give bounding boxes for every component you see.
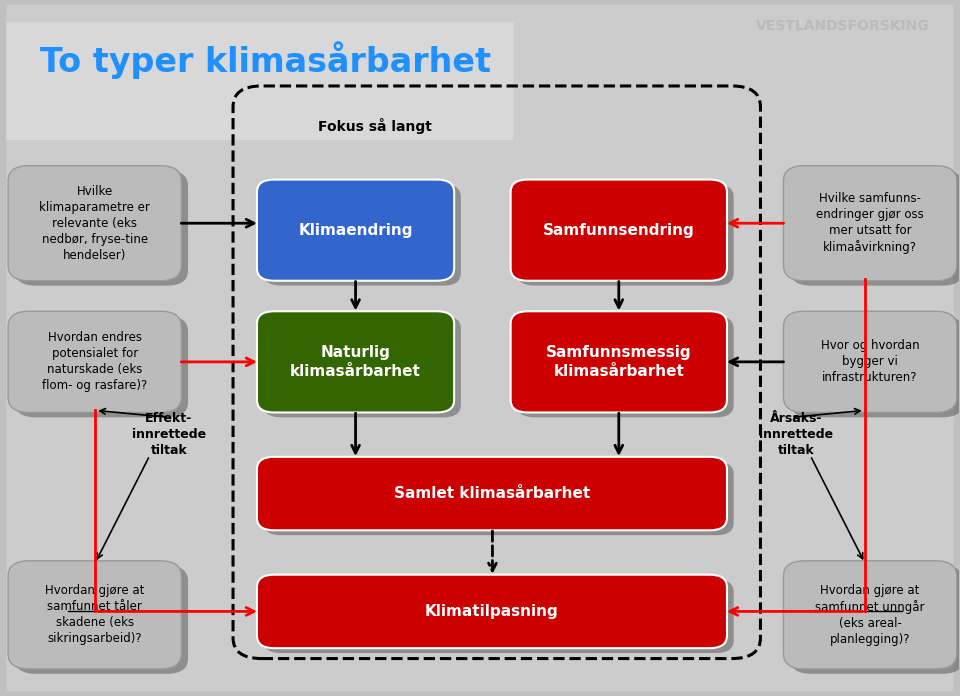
- FancyBboxPatch shape: [783, 311, 957, 413]
- FancyBboxPatch shape: [257, 457, 727, 530]
- FancyBboxPatch shape: [511, 180, 727, 280]
- Text: To typer klimasårbarhet: To typer klimasårbarhet: [39, 41, 491, 79]
- FancyBboxPatch shape: [257, 311, 454, 413]
- FancyBboxPatch shape: [257, 180, 454, 280]
- FancyBboxPatch shape: [517, 316, 733, 418]
- Text: Samfunnsmessig
klimasårbarhet: Samfunnsmessig klimasårbarhet: [546, 345, 691, 379]
- FancyBboxPatch shape: [264, 461, 733, 535]
- Text: Samlet klimasårbarhet: Samlet klimasårbarhet: [394, 486, 590, 501]
- FancyBboxPatch shape: [14, 316, 188, 418]
- FancyBboxPatch shape: [790, 316, 960, 418]
- Text: Effekt-
innrettede
tiltak: Effekt- innrettede tiltak: [132, 412, 206, 457]
- FancyBboxPatch shape: [264, 580, 733, 653]
- FancyBboxPatch shape: [14, 566, 188, 674]
- FancyBboxPatch shape: [264, 316, 461, 418]
- FancyBboxPatch shape: [6, 5, 954, 691]
- FancyBboxPatch shape: [790, 171, 960, 285]
- Text: Hvordan gjøre at
samfunnet tåler
skadene (eks
sikringsarbeid)?: Hvordan gjøre at samfunnet tåler skadene…: [45, 585, 144, 645]
- Text: Hvordan endres
potensialet for
naturskade (eks
flom- og rasfare)?: Hvordan endres potensialet for naturskad…: [42, 331, 147, 393]
- Text: Klimatilpasning: Klimatilpasning: [425, 604, 559, 619]
- Text: Fokus så langt: Fokus så langt: [318, 118, 432, 134]
- FancyBboxPatch shape: [6, 22, 514, 140]
- Text: Hvor og hvordan
bygger vi
infrastrukturen?: Hvor og hvordan bygger vi infrastrukture…: [821, 340, 920, 384]
- FancyBboxPatch shape: [511, 311, 727, 413]
- Text: Hvilke samfunns-
endringer gjør oss
mer utsatt for
klimaåvirkning?: Hvilke samfunns- endringer gjør oss mer …: [816, 192, 924, 254]
- FancyBboxPatch shape: [8, 561, 181, 669]
- Text: VESTLANDSFORSKING: VESTLANDSFORSKING: [756, 19, 930, 33]
- Text: Hvilke
klimaparametre er
relevante (eks
nedbør, fryse-tine
hendelser): Hvilke klimaparametre er relevante (eks …: [39, 184, 150, 262]
- Text: Samfunnsendring: Samfunnsendring: [543, 223, 695, 237]
- FancyBboxPatch shape: [790, 566, 960, 674]
- Text: Årsaks-
innrettede
tiltak: Årsaks- innrettede tiltak: [758, 412, 833, 457]
- FancyBboxPatch shape: [783, 166, 957, 280]
- FancyBboxPatch shape: [264, 184, 461, 285]
- Text: Hvordan gjøre at
samfunnet unngår
(eks areal-
planlegging)?: Hvordan gjøre at samfunnet unngår (eks a…: [815, 584, 924, 646]
- FancyBboxPatch shape: [14, 171, 188, 285]
- FancyBboxPatch shape: [257, 575, 727, 648]
- Text: Naturlig
klimasårbarhet: Naturlig klimasårbarhet: [290, 345, 421, 379]
- FancyBboxPatch shape: [517, 184, 733, 285]
- FancyBboxPatch shape: [783, 561, 957, 669]
- FancyBboxPatch shape: [8, 166, 181, 280]
- Text: Klimaendring: Klimaendring: [299, 223, 413, 237]
- FancyBboxPatch shape: [8, 311, 181, 413]
